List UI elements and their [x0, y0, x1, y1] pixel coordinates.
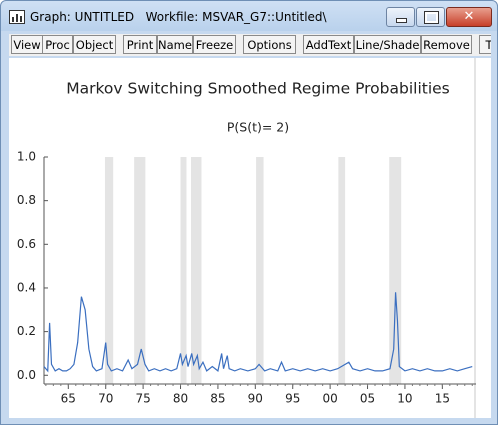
y-tick-label: 0.8	[17, 193, 36, 207]
minimize-button[interactable]	[386, 7, 415, 27]
x-tick-label: 00	[322, 392, 337, 406]
x-tick-label: 15	[435, 392, 450, 406]
y-tick-label: 0.2	[17, 324, 36, 338]
recession-shade	[190, 157, 202, 384]
toolbar-button[interactable]: Name	[157, 35, 193, 54]
toolbar-button[interactable]: View	[11, 35, 43, 54]
recession-shade	[256, 157, 264, 384]
series-line	[43, 292, 473, 373]
x-tick-label: 80	[173, 392, 188, 406]
recession-shade	[180, 157, 187, 384]
recession-shade	[104, 157, 114, 384]
x-tick-label: 05	[360, 392, 375, 406]
recession-shade	[134, 157, 146, 384]
y-tick-label: 0.4	[17, 280, 36, 294]
close-button[interactable]: ✕	[446, 7, 492, 27]
y-tick-label: 1.0	[17, 150, 36, 164]
x-tick-label: 10	[397, 392, 412, 406]
chart-title: Markov Switching Smoothed Regime Probabi…	[66, 80, 450, 98]
graph-area: Markov Switching Smoothed Regime Probabi…	[9, 58, 491, 418]
toolbar-button[interactable]: T	[479, 35, 491, 54]
graph-icon	[9, 10, 25, 24]
recession-shade	[389, 157, 402, 384]
toolbar-button[interactable]: Print	[123, 35, 157, 54]
title-bar: Graph: UNTITLED Workfile: MSVAR_G7::Unti…	[9, 7, 327, 27]
x-tick-label: 70	[98, 392, 113, 406]
chart: Markov Switching Smoothed Regime Probabi…	[17, 58, 476, 418]
toolbar-button[interactable]: Object	[73, 35, 116, 54]
toolbar-button[interactable]: Line/Shade	[354, 35, 421, 54]
y-tick-label: 0.6	[17, 237, 36, 251]
toolbar-button[interactable]: AddText	[303, 35, 354, 54]
x-tick-label: 85	[210, 392, 225, 406]
y-tick-label: 0.0	[17, 368, 36, 382]
toolbar-button[interactable]: Freeze	[193, 35, 236, 54]
toolbar-button[interactable]: Remove	[421, 35, 472, 54]
x-tick-label: 75	[135, 392, 150, 406]
chart-subtitle: P(S(t)= 2)	[227, 120, 289, 135]
toolbar-button[interactable]: Proc	[42, 35, 73, 54]
window-title: Graph: UNTITLED Workfile: MSVAR_G7::Unti…	[30, 10, 327, 24]
x-tick-label: 90	[248, 392, 263, 406]
maximize-button[interactable]	[416, 7, 445, 27]
toolbar: View Proc Object Print Name Freeze Options AddT…	[9, 34, 491, 56]
x-tick-label: 65	[61, 392, 76, 406]
toolbar-button[interactable]: Options	[243, 35, 296, 54]
recession-shade	[338, 157, 346, 384]
x-tick-label: 95	[285, 392, 300, 406]
